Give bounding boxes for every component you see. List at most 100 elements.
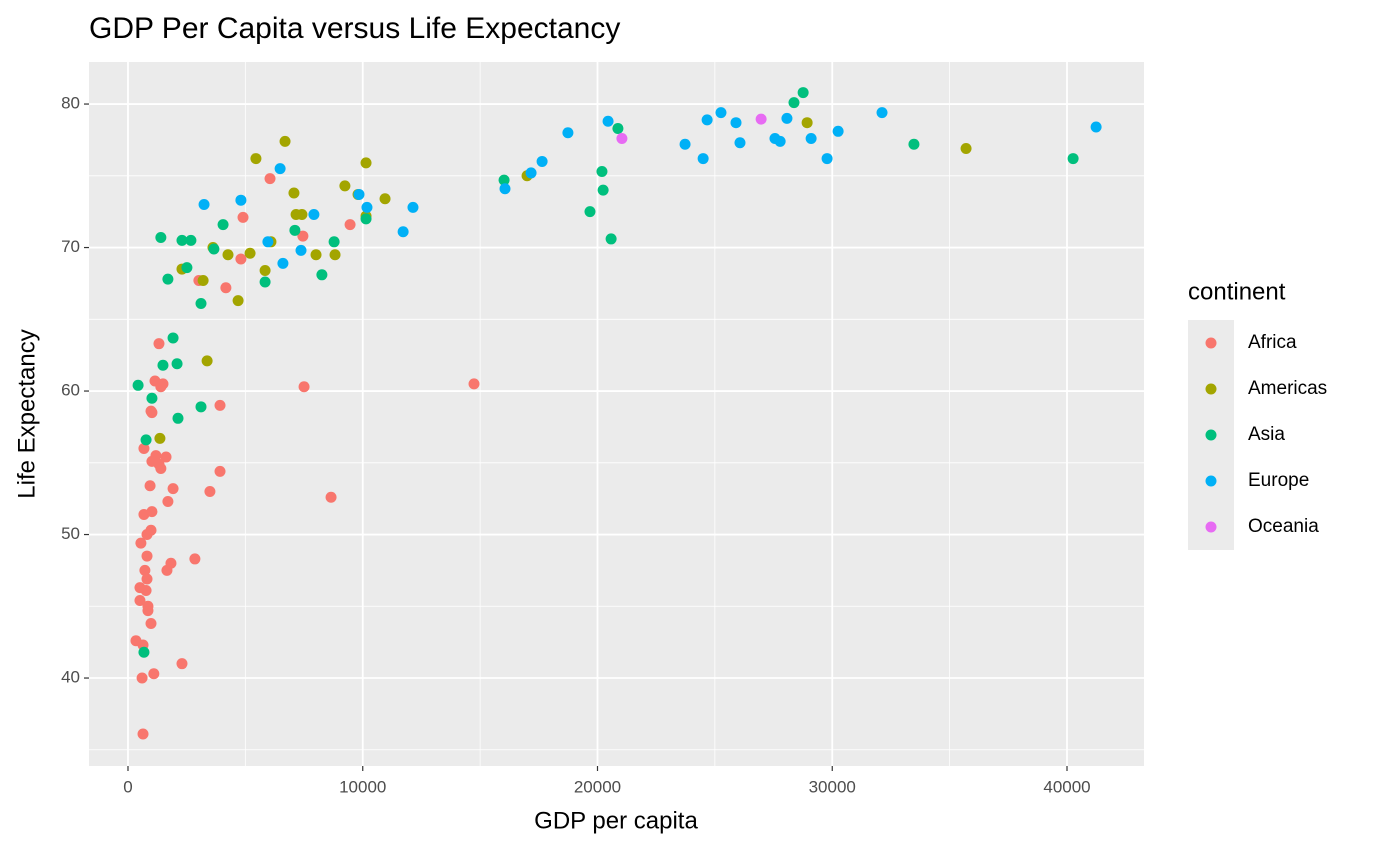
point xyxy=(325,491,337,503)
point xyxy=(134,595,146,607)
point xyxy=(562,127,574,139)
x-tick-label: 20000 xyxy=(574,777,621,796)
x-tick-label: 10000 xyxy=(339,777,386,796)
x-tick-label: 40000 xyxy=(1043,777,1090,796)
point xyxy=(220,282,232,294)
point xyxy=(264,173,276,185)
point xyxy=(201,355,213,367)
point xyxy=(1067,153,1079,165)
point xyxy=(167,332,179,344)
point xyxy=(801,117,813,129)
point xyxy=(195,298,207,310)
panel xyxy=(89,62,1144,766)
point xyxy=(602,115,614,127)
legend-marker xyxy=(1205,337,1217,349)
x-axis-title: GDP per capita xyxy=(534,807,698,834)
point xyxy=(584,206,596,218)
point xyxy=(328,236,340,248)
point xyxy=(499,183,511,195)
point xyxy=(468,378,480,390)
point xyxy=(165,557,177,569)
point xyxy=(135,537,147,549)
y-tick-label: 70 xyxy=(61,237,80,256)
point xyxy=(146,455,158,467)
point xyxy=(755,113,767,125)
point xyxy=(235,194,247,206)
point xyxy=(214,399,226,411)
legend-marker xyxy=(1205,383,1217,395)
point xyxy=(316,269,328,281)
y-tick-label: 60 xyxy=(61,381,80,400)
point xyxy=(1090,121,1102,133)
point xyxy=(353,188,365,200)
point xyxy=(277,257,289,269)
point xyxy=(136,672,148,684)
point xyxy=(298,381,310,393)
point xyxy=(189,553,201,565)
point xyxy=(181,262,193,274)
point xyxy=(876,107,888,119)
point xyxy=(908,138,920,150)
point xyxy=(734,137,746,149)
point xyxy=(138,442,150,454)
y-axis-title: Life Expectancy xyxy=(13,329,40,498)
point xyxy=(154,432,166,444)
point xyxy=(297,230,309,242)
point xyxy=(960,143,972,155)
point xyxy=(274,163,286,175)
legend-label: Europe xyxy=(1248,470,1309,491)
point xyxy=(288,187,300,199)
point xyxy=(701,114,713,126)
legend-marker xyxy=(1205,475,1217,487)
point xyxy=(176,234,188,246)
point xyxy=(157,359,169,371)
legend-marker xyxy=(1205,521,1217,533)
point xyxy=(160,451,172,463)
point xyxy=(289,224,301,236)
legend-marker xyxy=(1205,429,1217,441)
point xyxy=(195,401,207,413)
point xyxy=(679,138,691,150)
point xyxy=(339,180,351,192)
point xyxy=(144,480,156,492)
point xyxy=(137,728,149,740)
point xyxy=(146,392,158,404)
point xyxy=(157,378,169,390)
point xyxy=(407,201,419,213)
point xyxy=(259,265,271,277)
point xyxy=(797,87,809,99)
point xyxy=(235,253,247,265)
y-tick-label: 50 xyxy=(61,524,80,543)
point xyxy=(145,524,157,536)
point xyxy=(172,412,184,424)
point xyxy=(204,485,216,497)
point xyxy=(141,550,153,562)
point xyxy=(185,234,197,246)
point xyxy=(774,135,786,147)
y-tick-label: 80 xyxy=(61,94,80,113)
point xyxy=(146,506,158,518)
point xyxy=(788,97,800,109)
point xyxy=(162,273,174,285)
point xyxy=(237,211,249,223)
point xyxy=(198,198,210,210)
point xyxy=(142,600,154,612)
legend-label: Oceania xyxy=(1248,516,1319,537)
y-tick-label: 40 xyxy=(61,668,80,687)
point xyxy=(176,658,188,670)
point xyxy=(138,646,150,658)
point xyxy=(171,358,183,370)
point xyxy=(217,219,229,231)
point xyxy=(605,233,617,245)
point xyxy=(329,249,341,261)
point xyxy=(361,201,373,213)
point xyxy=(805,132,817,144)
point xyxy=(232,295,244,307)
legend-label: Americas xyxy=(1248,378,1327,399)
point xyxy=(360,157,372,169)
point xyxy=(344,219,356,231)
point xyxy=(244,247,256,259)
point xyxy=(596,165,608,177)
